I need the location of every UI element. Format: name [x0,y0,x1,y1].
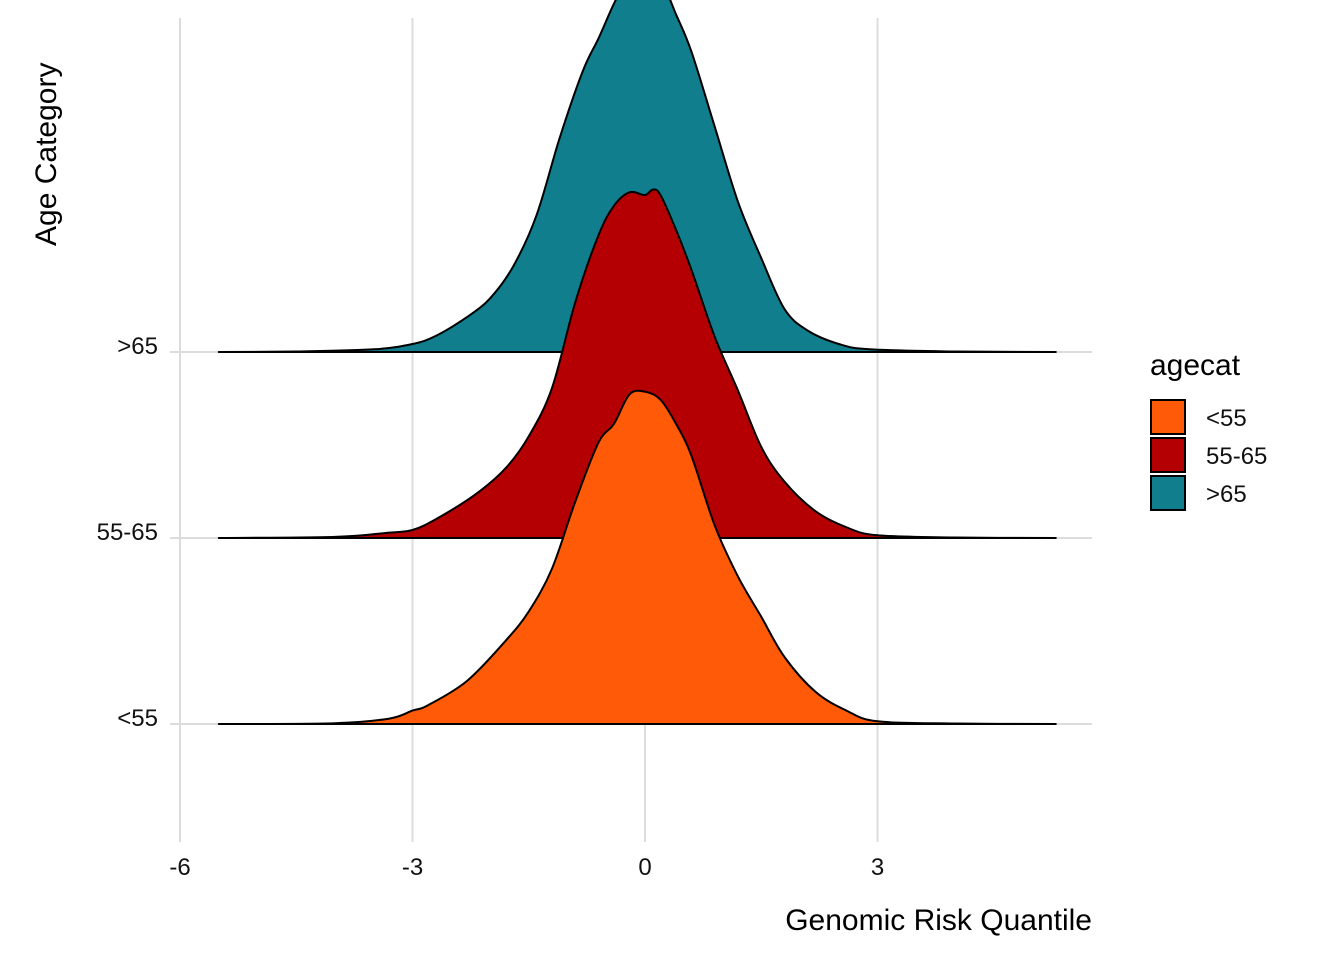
legend-label: <55 [1206,405,1247,432]
y-tick-label: <55 [117,705,158,732]
ridge--55 [217,389,1057,725]
legend-label: >65 [1206,481,1247,508]
y-axis-title: Age Category [30,63,63,246]
y-tick-label: >65 [117,333,158,360]
ridge--65 [217,0,1057,353]
legend-swatch [1150,475,1186,511]
legend: agecat <55 55-65 >65 [1150,349,1267,511]
x-tick-label: 0 [638,854,651,881]
legend-swatch [1150,399,1186,435]
x-tick-label: -3 [402,854,423,881]
y-tick-label: 55-65 [97,519,158,546]
x-axis-title: Genomic Risk Quantile [785,904,1092,937]
legend-label: 55-65 [1206,443,1267,470]
ridge-55-65 [217,188,1057,539]
legend-title: agecat [1150,349,1241,382]
x-tick-label: 3 [871,854,884,881]
y-axis-ticks: <55 55-65 >65 [97,333,158,732]
x-tick-label: -6 [169,854,190,881]
ridges [217,0,1057,725]
legend-swatch [1150,437,1186,473]
x-axis-ticks: -6 -3 0 3 [169,854,884,881]
